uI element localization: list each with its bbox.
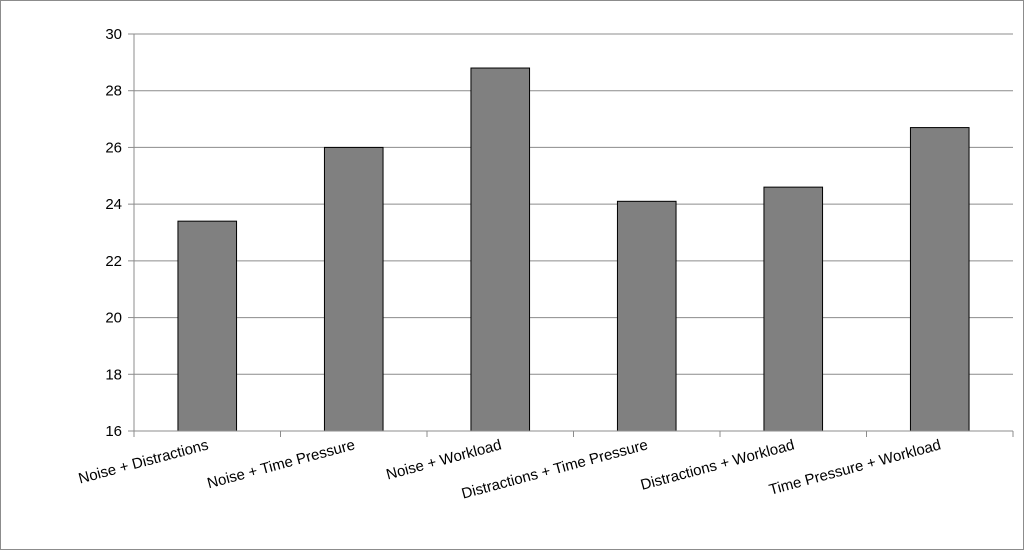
category-label: Noise + Workload: [384, 436, 503, 483]
bars: [177, 67, 970, 432]
y-tick-label: 30: [105, 26, 122, 43]
gridlines: [134, 33, 1013, 375]
y-tick-label: 18: [105, 366, 122, 383]
bar: [763, 186, 824, 432]
y-tick-label: 28: [105, 83, 122, 100]
y-tick-label: 20: [105, 310, 122, 327]
axes: [128, 33, 1014, 437]
y-tick-label: 24: [105, 196, 122, 213]
bar: [177, 220, 238, 432]
category-label: Noise + Time Pressure: [205, 436, 356, 492]
bar: [470, 67, 531, 432]
y-tick-labels: 16 18 20 22 24 26 28 30: [105, 26, 122, 440]
y-tick-label: 16: [105, 423, 122, 440]
category-label: Noise + Distractions: [77, 436, 211, 487]
bar: [323, 146, 384, 432]
bar: [909, 127, 970, 432]
y-tick-label: 22: [105, 253, 122, 270]
bar: [616, 200, 677, 432]
y-tick-label: 26: [105, 139, 122, 156]
